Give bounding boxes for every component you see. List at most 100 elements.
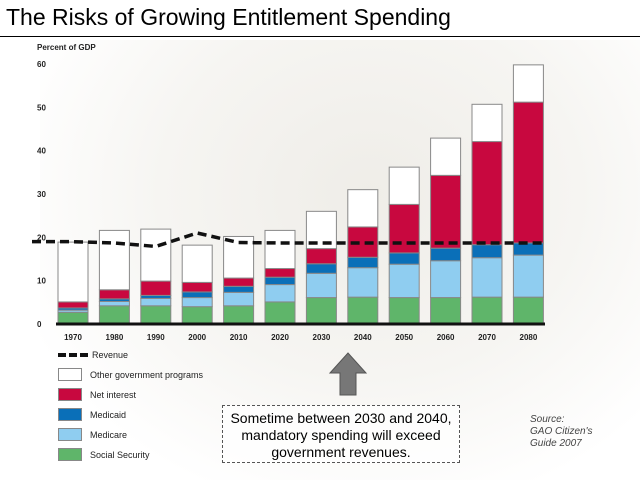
bar-segment-medicare-2040: [347, 267, 379, 298]
y-tick-label: 50: [37, 103, 46, 112]
bar-segment-net-interest-2060: [430, 174, 462, 249]
source-line: Guide 2007: [530, 438, 582, 449]
x-tick-label: 2060: [437, 333, 455, 342]
legend-label: Medicaid: [90, 409, 127, 420]
x-tick-label: 1990: [147, 333, 165, 342]
bar-segment-medicare-2030: [305, 272, 337, 299]
bar-segment-net-interest-1970: [57, 301, 89, 309]
source-note: Source: GAO Citizen's Guide 2007: [530, 414, 610, 450]
bar-segment-social-security-2020: [264, 301, 296, 325]
callout-line: Sometime between 2030 and 2040,: [230, 410, 452, 426]
bar-segment-other-government-programs-2050: [388, 166, 420, 205]
x-tick-label: 2030: [313, 333, 331, 342]
bar-segment-net-interest-2010: [223, 277, 255, 287]
bar-segment-social-security-1980: [98, 305, 130, 325]
bar-segment-net-interest-1990: [140, 280, 172, 296]
legend-social-security: Social Security: [58, 448, 150, 461]
dashed-line-swatch: [58, 353, 88, 357]
bar-segment-net-interest-2020: [264, 268, 296, 278]
bar-segment-social-security-2010: [223, 305, 255, 325]
x-tick-label: 2070: [478, 333, 496, 342]
x-tick-label: 1980: [106, 333, 124, 342]
legend-net-interest: Net interest: [58, 388, 136, 401]
y-tick-label: 30: [37, 190, 46, 199]
bar-segment-medicaid-2010: [223, 285, 255, 293]
legend-swatch: [58, 368, 82, 381]
legend-label: Medicare: [90, 429, 128, 440]
bar-segment-net-interest-2000: [181, 281, 213, 293]
bar-segment-medicaid-2050: [388, 252, 420, 265]
bar-segment-social-security-2050: [388, 297, 420, 325]
source-line: GAO Citizen's: [530, 426, 593, 437]
bar-segment-social-security-1970: [57, 311, 89, 325]
bar-segment-social-security-2060: [430, 297, 462, 325]
x-tick-label: 1970: [64, 333, 82, 342]
y-tick-label: 20: [37, 233, 46, 242]
bar-segment-other-government-programs-2030: [305, 210, 337, 250]
y-tick-label: 60: [37, 60, 46, 69]
x-tick-label: 2010: [230, 333, 248, 342]
bar-segment-medicaid-2070: [471, 244, 503, 259]
x-tick-label: 2020: [271, 333, 289, 342]
bar-segment-other-government-programs-2020: [264, 229, 296, 270]
legend-other-government-programs: Other government programs: [58, 368, 203, 381]
bar-segment-net-interest-2030: [305, 248, 337, 265]
bar-segment-medicare-1980: [98, 300, 130, 307]
legend-label: Net interest: [90, 389, 137, 400]
bar-segment-other-government-programs-1990: [140, 228, 172, 282]
legend-swatch: [58, 408, 82, 421]
bar-segment-other-government-programs-1980: [98, 229, 130, 291]
bar-segment-medicare-2080: [512, 254, 544, 298]
bar-segment-medicare-2010: [223, 291, 255, 307]
bar-segment-other-government-programs-2060: [430, 137, 462, 176]
slide-title: The Risks of Growing Entitlement Spendin…: [6, 4, 451, 30]
legend-revenue: Revenue: [58, 350, 128, 360]
x-tick-label: 2000: [188, 333, 206, 342]
x-tick-label: 2050: [395, 333, 413, 342]
callout-box: Sometime between 2030 and 2040, mandator…: [222, 405, 460, 463]
legend-label: Other government programs: [90, 369, 204, 380]
bar-segment-medicaid-2020: [264, 276, 296, 286]
legend-swatch: [58, 388, 82, 401]
legend-swatch: [58, 448, 82, 461]
bar-segment-social-security-2070: [471, 296, 503, 325]
bar-segment-other-government-programs-1970: [57, 241, 89, 303]
legend-medicaid: Medicaid: [58, 408, 126, 421]
bar-segment-net-interest-2050: [388, 203, 420, 254]
x-tick-label: 2080: [520, 333, 538, 342]
bar-segment-other-government-programs-2070: [471, 103, 503, 143]
title-divider: [0, 36, 640, 37]
legend-label: Social Security: [90, 449, 150, 460]
callout-line: mandatory spending will exceed: [241, 427, 441, 443]
bar-segment-medicare-2060: [430, 260, 462, 299]
bar-segment-net-interest-1980: [98, 289, 130, 300]
bar-segment-medicare-1990: [140, 297, 172, 307]
bar-segment-net-interest-2080: [512, 101, 544, 244]
bar-segment-other-government-programs-2040: [347, 189, 379, 228]
bar-segment-other-government-programs-2000: [181, 244, 213, 283]
y-axis-label: Percent of GDP: [37, 43, 96, 52]
callout-line: government revenues.: [271, 444, 411, 460]
bar-segment-medicare-2050: [388, 263, 420, 299]
bar-segment-social-security-2080: [512, 296, 544, 325]
bar-segment-social-security-2000: [181, 306, 213, 325]
bar-segment-social-security-1990: [140, 305, 172, 325]
y-tick-label: 10: [37, 277, 46, 286]
bar-segment-medicaid-2080: [512, 242, 544, 256]
legend-swatch: [58, 428, 82, 441]
bar-segment-social-security-2040: [347, 296, 379, 325]
bar-segment-medicaid-2060: [430, 247, 462, 262]
bar-segment-net-interest-2070: [471, 141, 503, 246]
bar-segment-other-government-programs-2010: [223, 235, 255, 279]
legend-medicare: Medicare: [58, 428, 127, 441]
bar-segment-medicaid-2040: [347, 256, 379, 269]
revenue-line: [32, 231, 546, 249]
bar-segment-medicaid-2000: [181, 291, 213, 299]
bar-segment-medicare-2000: [181, 297, 213, 308]
y-tick-label: 40: [37, 147, 46, 156]
legend-label: Revenue: [92, 350, 129, 360]
bar-segment-medicaid-2030: [305, 263, 337, 274]
bar-segment-social-security-2030: [305, 297, 337, 325]
bar-segment-other-government-programs-2080: [512, 64, 544, 103]
